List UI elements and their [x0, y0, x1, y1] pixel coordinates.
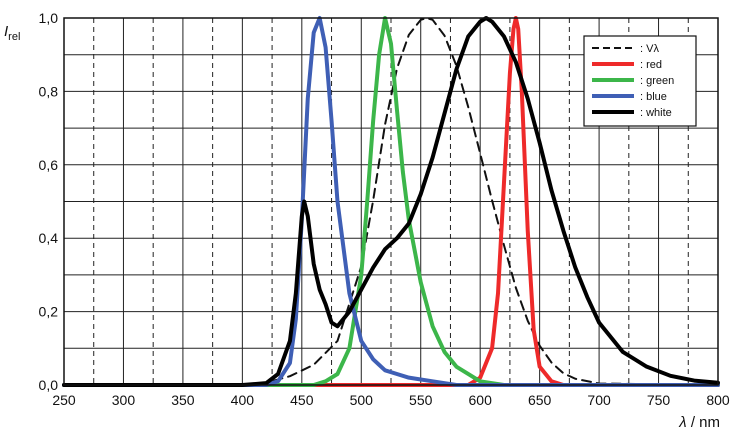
x-tick-label: 400: [231, 392, 255, 408]
y-tick-label: 0,6: [39, 157, 59, 173]
x-tick-label: 700: [587, 392, 611, 408]
axes: [63, 17, 719, 386]
x-tick-label: 800: [706, 392, 730, 408]
y-axis-label: Irel: [4, 23, 20, 43]
series-layer: [62, 16, 720, 387]
legend-label: : white: [640, 107, 672, 119]
y-tick-label: 0,4: [39, 230, 59, 246]
y-tick-label: 1,0: [39, 10, 59, 26]
legend-label: : Vλ: [640, 43, 659, 55]
x-tick-label: 450: [290, 392, 314, 408]
tick-labels: 250 300 350 400 450 500 550 600 650 700 750 800 0,0 0…: [39, 10, 730, 408]
legend-label: : blue: [640, 91, 667, 103]
series-line-blue: [62, 16, 720, 387]
series-line-green: [62, 16, 720, 387]
legend-label: : green: [640, 75, 674, 87]
plot-frame: [63, 17, 719, 386]
x-tick-label: 600: [469, 392, 493, 408]
x-tick-label: 250: [52, 392, 76, 408]
y-tick-label: 0,8: [39, 83, 59, 99]
y-tick-label: 0,2: [39, 304, 59, 320]
series-line-white: [62, 16, 720, 387]
x-tick-label: 350: [171, 392, 195, 408]
legend: : Vλ : red : green : blue : white: [583, 35, 697, 127]
x-tick-label: 550: [409, 392, 433, 408]
x-tick-label: 500: [350, 392, 374, 408]
series-line-v: [63, 17, 719, 386]
legend-label: : red: [640, 59, 662, 71]
x-tick-label: 750: [647, 392, 671, 408]
x-tick-label: 300: [112, 392, 136, 408]
x-tick-label: 650: [528, 392, 552, 408]
x-axis-label: λ / nm: [678, 414, 720, 431]
y-tick-label: 0,0: [39, 377, 59, 393]
